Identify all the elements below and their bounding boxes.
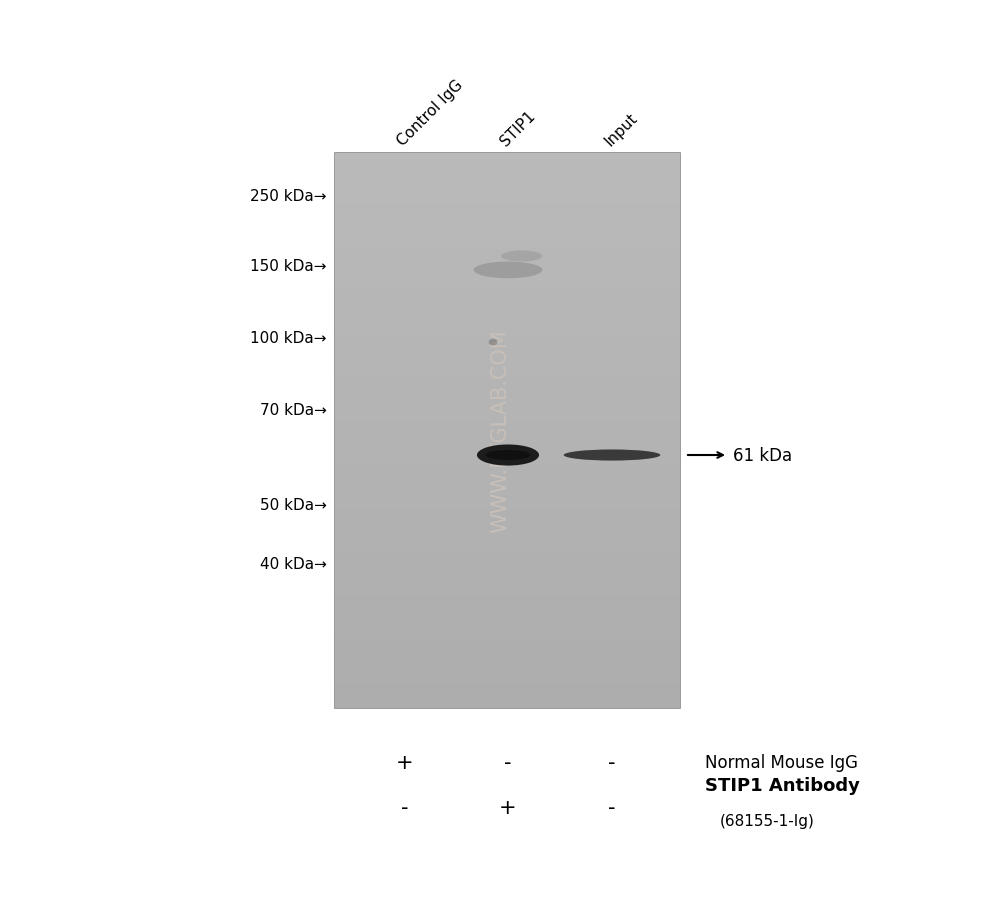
Text: (68155-1-Ig): (68155-1-Ig) [720,814,815,828]
Text: Input: Input [601,110,640,149]
Text: STIP1 Antibody: STIP1 Antibody [705,776,860,794]
Ellipse shape [489,339,497,346]
Text: 150 kDa→: 150 kDa→ [250,259,327,273]
Text: Normal Mouse IgG: Normal Mouse IgG [705,753,858,771]
Text: 250 kDa→: 250 kDa→ [250,189,327,204]
Ellipse shape [501,251,542,262]
Text: 100 kDa→: 100 kDa→ [250,331,327,345]
Text: -: - [608,752,616,772]
Ellipse shape [564,450,660,461]
Text: +: + [499,797,517,817]
Text: STIP1: STIP1 [497,108,538,149]
Text: 40 kDa→: 40 kDa→ [260,557,327,571]
Text: -: - [504,752,512,772]
Ellipse shape [486,450,530,461]
Text: 70 kDa→: 70 kDa→ [260,403,327,418]
Text: Control IgG: Control IgG [394,78,466,149]
Text: 61 kDa: 61 kDa [733,446,792,465]
Text: -: - [401,797,409,817]
Text: 50 kDa→: 50 kDa→ [260,498,327,512]
Text: +: + [396,752,414,772]
Ellipse shape [474,262,542,279]
Bar [335,153,680,708]
Ellipse shape [477,445,539,466]
Text: WWW.PTGLAB.COM: WWW.PTGLAB.COM [491,329,511,532]
Text: -: - [608,797,616,817]
